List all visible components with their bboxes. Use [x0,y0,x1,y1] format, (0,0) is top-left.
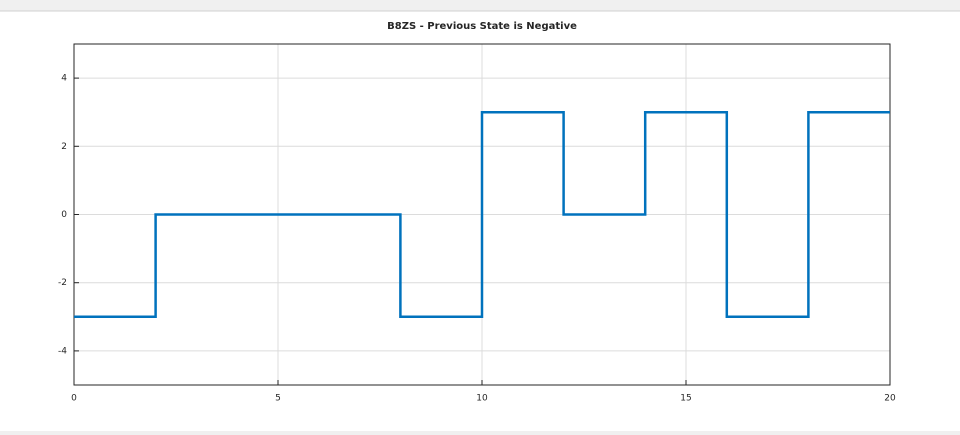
x-tick-label: 15 [680,394,691,404]
y-tick-label: 0 [61,210,67,220]
x-tick-label: 20 [884,394,896,404]
y-tick-label: -4 [58,346,67,356]
axes-box [73,43,891,386]
x-tick-label: 0 [71,394,77,404]
y-tick-label: 2 [61,142,67,152]
y-tick-label: 4 [61,74,67,84]
y-tick-label: -2 [58,278,67,288]
data-line [74,110,890,319]
chart-title: B8ZS - Previous State is Negative [387,21,577,32]
x-tick-label: 5 [275,394,281,404]
status-bar [0,431,960,435]
toolbar [0,0,960,11]
x-tick-label: 10 [476,394,488,404]
